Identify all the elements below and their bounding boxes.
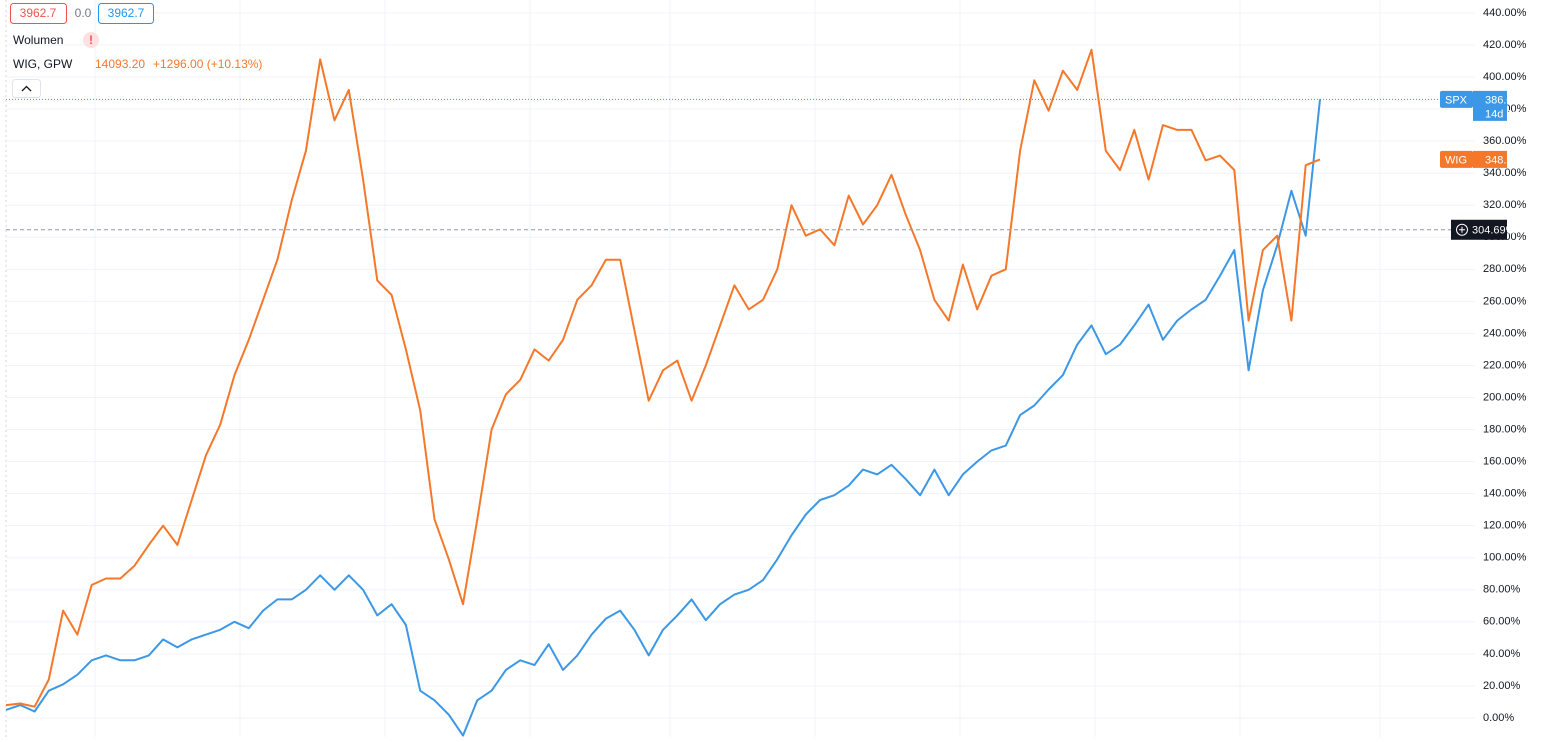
y-tick-label: 240.00% — [1483, 327, 1527, 339]
series-tag — [1440, 150, 1473, 168]
y-tick-label: 340.00% — [1483, 167, 1527, 179]
y-tick-label: 280.00% — [1483, 263, 1527, 275]
y-tick-label: 80.00% — [1483, 584, 1521, 596]
y-tick-label: 100.00% — [1483, 552, 1527, 564]
y-tick-label: 320.00% — [1483, 199, 1527, 211]
collapse-icon — [21, 85, 32, 92]
y-tick-label: 260.00% — [1483, 295, 1527, 307]
y-tick-label: 360.00% — [1483, 135, 1527, 147]
y-tick-label: 120.00% — [1483, 520, 1527, 532]
last-value-tag — [1473, 90, 1507, 121]
time-grid — [94, 0, 1381, 737]
y-tick-label: 420.00% — [1483, 39, 1527, 51]
y-tick-label: 140.00% — [1483, 488, 1527, 500]
warning-icon[interactable] — [83, 32, 99, 48]
y-tick-label: 20.00% — [1483, 680, 1521, 692]
y-tick-label: 40.00% — [1483, 648, 1521, 660]
y-tick-label: 60.00% — [1483, 616, 1521, 628]
y-tick-label: 220.00% — [1483, 359, 1527, 371]
series-tag-name: SPX — [1445, 94, 1468, 106]
last-value-label: 386.07% — [1485, 94, 1529, 106]
y-tick-label: 180.00% — [1483, 423, 1527, 435]
price: 14093.20 — [95, 57, 145, 71]
collapse-button[interactable] — [12, 79, 41, 98]
series-tag-name: WIG — [1445, 154, 1467, 166]
price-change: +1296.00 (+10.13%) — [153, 57, 262, 71]
y-tick-label: 440.00% — [1483, 7, 1527, 19]
value-box-text: 3962.7 — [108, 6, 145, 20]
value-box — [98, 3, 154, 24]
value-box — [10, 3, 67, 24]
value-box-text: 3962.7 — [20, 6, 57, 20]
volume-label: Wolumen — [13, 33, 63, 47]
series-line — [5, 99, 1321, 737]
y-tick-label: 0.00% — [1483, 712, 1514, 724]
crosshair-plus[interactable] — [1456, 223, 1468, 236]
y-tick-label: 200.00% — [1483, 391, 1527, 403]
change: 0.0 — [75, 6, 92, 20]
crosshair-label: 304.69% — [1472, 225, 1516, 237]
warning-text: ! — [89, 33, 93, 47]
series-tag — [1440, 90, 1473, 108]
symbol: WIG, GPW — [13, 57, 73, 71]
crosshair-plus-icon — [1459, 226, 1465, 233]
last-value-tag — [1473, 150, 1507, 168]
countdown: 14d 8h — [1485, 108, 1519, 120]
y-tick-label: 400.00% — [1483, 71, 1527, 83]
y-tick-label: 160.00% — [1483, 455, 1527, 467]
series-line — [5, 48, 1321, 708]
last-value-label: 348.61% — [1485, 154, 1529, 166]
